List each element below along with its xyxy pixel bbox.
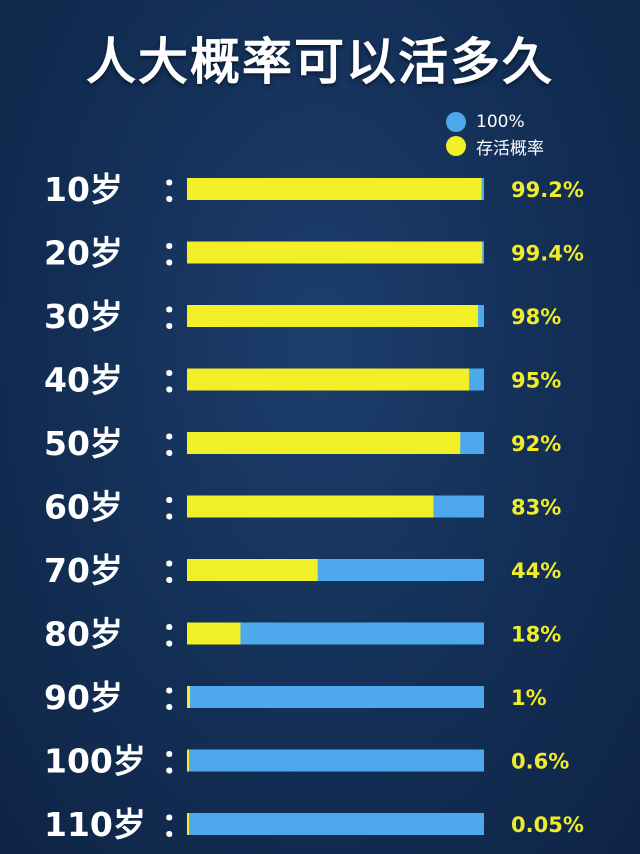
bar-survival bbox=[187, 559, 318, 581]
chart-title: 人大概率可以活多久 bbox=[86, 33, 554, 91]
value-label: 0.6% bbox=[511, 750, 569, 774]
bar-row: 100岁： 0.6% bbox=[44, 742, 569, 781]
legend: 100% 存活概率 bbox=[446, 110, 636, 159]
bar-survival bbox=[187, 813, 189, 835]
value-label: 44% bbox=[511, 559, 561, 583]
value-label: 0.05% bbox=[511, 813, 584, 837]
bar-full bbox=[187, 686, 484, 708]
bar-full bbox=[187, 622, 484, 645]
bar-row: 70岁： 44% bbox=[44, 551, 561, 590]
value-label: 92% bbox=[511, 432, 561, 456]
legend-label-survival: 存活概率 bbox=[476, 138, 544, 159]
bar-full bbox=[187, 749, 484, 772]
value-label: 18% bbox=[511, 623, 561, 647]
category-label: 80岁 bbox=[44, 615, 123, 654]
bar-survival bbox=[187, 178, 482, 200]
value-label: 95% bbox=[511, 369, 561, 393]
category-label: 110岁 bbox=[44, 805, 146, 844]
category-label: 20岁 bbox=[44, 234, 123, 273]
value-label: 99.2% bbox=[511, 178, 584, 202]
bar-row: 50岁： 92% bbox=[44, 424, 561, 463]
legend-label-full: 100% bbox=[476, 112, 525, 132]
bar-survival bbox=[187, 495, 434, 518]
category-label: 50岁 bbox=[44, 424, 123, 463]
bar-row: 60岁： 83% bbox=[44, 488, 561, 527]
category-label: 10岁 bbox=[44, 170, 123, 209]
bar-row: 90岁： 1% bbox=[44, 678, 547, 717]
bar-row: 40岁： 95% bbox=[44, 361, 561, 400]
category-label: 70岁 bbox=[44, 551, 123, 590]
value-label: 99.4% bbox=[511, 242, 584, 266]
bar-survival bbox=[187, 305, 479, 327]
category-label: 60岁 bbox=[44, 488, 123, 527]
bar-row: 80岁： 18% bbox=[44, 615, 561, 654]
bar-survival bbox=[187, 432, 461, 454]
bar-survival bbox=[187, 368, 470, 391]
bar-row: 110岁： 0.05% bbox=[44, 805, 584, 844]
legend-dot-full bbox=[446, 112, 466, 132]
category-label: 40岁 bbox=[44, 361, 123, 400]
category-label: 90岁 bbox=[44, 678, 123, 717]
bar-survival bbox=[187, 622, 241, 645]
value-label: 83% bbox=[511, 496, 561, 520]
bar-survival bbox=[187, 686, 190, 708]
category-label: 100岁 bbox=[44, 742, 146, 781]
bar-row: 20岁： 99.4% bbox=[44, 234, 584, 273]
legend-dot-survival bbox=[446, 136, 466, 156]
bar-survival bbox=[187, 241, 483, 264]
bar-full bbox=[187, 813, 484, 835]
legend-item-survival: 存活概率 bbox=[446, 134, 636, 159]
value-label: 1% bbox=[511, 686, 547, 710]
category-label: 30岁 bbox=[44, 297, 123, 336]
legend-item-full: 100% bbox=[446, 110, 636, 134]
bar-row: 10岁： 99.2% bbox=[44, 170, 584, 209]
bar-row: 30岁： 98% bbox=[44, 297, 561, 336]
bar-survival bbox=[187, 749, 189, 772]
value-label: 98% bbox=[511, 305, 561, 329]
